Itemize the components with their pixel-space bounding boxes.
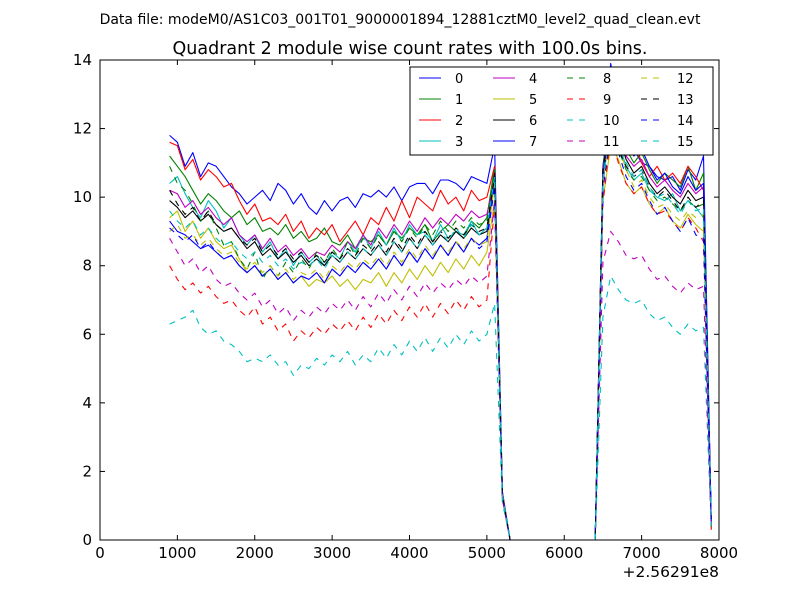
series-line-9 (169, 134, 712, 540)
y-tick-label: 4 (82, 394, 92, 412)
legend-label-12: 12 (677, 72, 694, 87)
series-line-2 (169, 97, 712, 540)
x-axis-offset-label: +2.56291e8 (623, 563, 719, 581)
series-line-11 (169, 200, 712, 540)
x-tick-label: 5000 (468, 544, 506, 562)
y-tick-label: 6 (82, 325, 92, 343)
legend-label-11: 11 (603, 135, 620, 150)
series-line-14 (169, 131, 712, 540)
y-tick-label: 8 (82, 257, 92, 275)
legend-label-3: 3 (455, 135, 463, 150)
legend-label-0: 0 (455, 72, 463, 87)
y-tick-label: 0 (82, 531, 92, 549)
legend-box (409, 66, 714, 156)
legend-label-9: 9 (603, 93, 611, 108)
legend-label-15: 15 (677, 135, 694, 150)
data-file-header: Data file: modeM0/AS1C03_001T01_90000018… (100, 12, 701, 28)
series-line-5 (169, 145, 712, 540)
legend-label-7: 7 (529, 135, 537, 150)
legend-label-10: 10 (603, 114, 620, 129)
legend-label-8: 8 (603, 72, 611, 87)
x-tick-label: 6000 (545, 544, 583, 562)
legend-label-2: 2 (455, 114, 463, 129)
y-tick-label: 2 (82, 462, 92, 480)
series-line-13 (169, 134, 712, 540)
y-tick-label: 10 (73, 188, 92, 206)
y-tick-label: 12 (73, 120, 92, 138)
series-line-15 (169, 117, 712, 540)
series-line-12 (169, 124, 712, 540)
x-tick-label: 2000 (236, 544, 274, 562)
series-line-10 (169, 275, 712, 540)
x-tick-label: 4000 (390, 544, 428, 562)
y-tick-label: 14 (73, 51, 92, 69)
legend-label-6: 6 (529, 114, 537, 129)
series-line-3 (169, 121, 712, 540)
x-tick-label: 3000 (313, 544, 351, 562)
x-tick-label: 7000 (623, 544, 661, 562)
legend-label-13: 13 (677, 93, 694, 108)
plot-area: 0 1000 2000 3000 4000 5000 6000 7000 80000246810… (73, 51, 738, 562)
x-tick-label: 1000 (158, 544, 196, 562)
x-tick-label: 8000 (700, 544, 738, 562)
legend-label-4: 4 (529, 72, 537, 87)
legend-label-1: 1 (455, 93, 463, 108)
x-tick-label: 0 (95, 544, 105, 562)
series-line-6 (169, 114, 712, 540)
legend-label-5: 5 (529, 93, 537, 108)
chart-title: Quadrant 2 module wise count rates with … (173, 39, 648, 59)
series-lines (169, 62, 712, 540)
legend-label-14: 14 (677, 114, 694, 129)
